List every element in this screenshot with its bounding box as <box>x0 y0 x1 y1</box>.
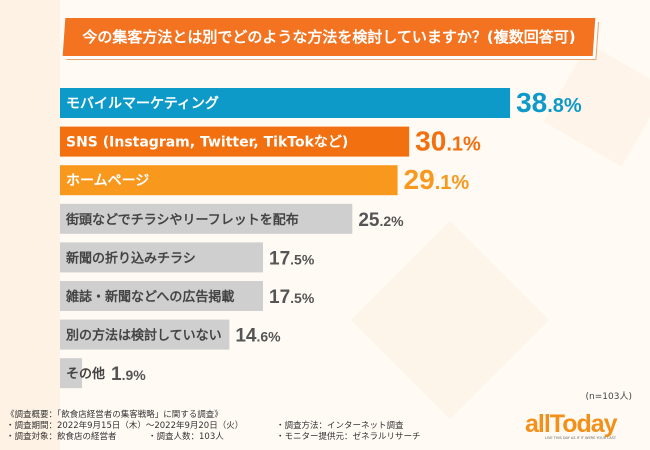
chart-title: 今の集客方法とは別でどのような方法を検討していますか？(複数回答可) <box>82 28 576 46</box>
category-label: 街頭などでチラシやリーフレットを配布 <box>65 212 299 228</box>
value-label: 14.6% <box>235 326 281 347</box>
category-label: ホームページ <box>66 173 149 189</box>
bar <box>60 319 230 350</box>
category-label: 雑誌・新聞などへの広告掲載 <box>65 289 234 305</box>
bar-chart: モバイルマーケティング 38.8% SNS (Instagram, Twitter,… <box>60 87 582 389</box>
alltoday-logo: allToday <box>525 410 618 438</box>
notes-method: ・調査方法：インターネット調査 <box>276 421 404 431</box>
category-label: その他 <box>66 366 105 382</box>
sample-size: (n=103人) <box>585 392 632 402</box>
notes-provider: ・モニター提供元：ゼネラルリサーチ <box>276 432 421 442</box>
notes-heading: 《調査概要：「飲食店経営者の集客戦略」に関する調査》 <box>6 410 223 420</box>
notes-count: ・調査人数：103人 <box>148 432 224 442</box>
bar <box>60 281 263 311</box>
category-label: モバイルマーケティング <box>66 95 219 112</box>
bar <box>60 126 410 157</box>
value-label: 25.2% <box>358 210 404 231</box>
background-shape <box>0 0 60 450</box>
bar <box>60 358 83 389</box>
logo-tagline: LIVE THIS DAY AS IF IT WERE YOUR LAST <box>545 436 617 440</box>
value-label: 29.1% <box>404 164 470 195</box>
survey-notes: 《調査概要：「飲食店経営者の集客戦略」に関する調査》 ・調査期間：2022年9月… <box>6 410 421 443</box>
bar <box>60 242 263 273</box>
notes-target: ・調査対象：飲食店の経営者 <box>6 432 117 442</box>
bar <box>60 88 511 118</box>
category-label: SNS (Instagram, Twitter, TikTokなど) <box>66 135 348 151</box>
category-label: 別の方法は検討していない <box>65 328 222 344</box>
bar <box>60 203 353 234</box>
value-label: 1.9% <box>111 364 146 385</box>
notes-period: ・調査期間：2022年9月15日（木）～2022年9月20日（火） <box>6 421 244 431</box>
bar <box>60 165 398 196</box>
value-label: 17.5% <box>269 248 315 269</box>
category-label: 新聞の折り込みチラシ <box>66 250 196 266</box>
value-label: 17.5% <box>269 287 315 308</box>
value-label: 38.8% <box>516 87 582 118</box>
value-label: 30.1% <box>415 126 481 157</box>
